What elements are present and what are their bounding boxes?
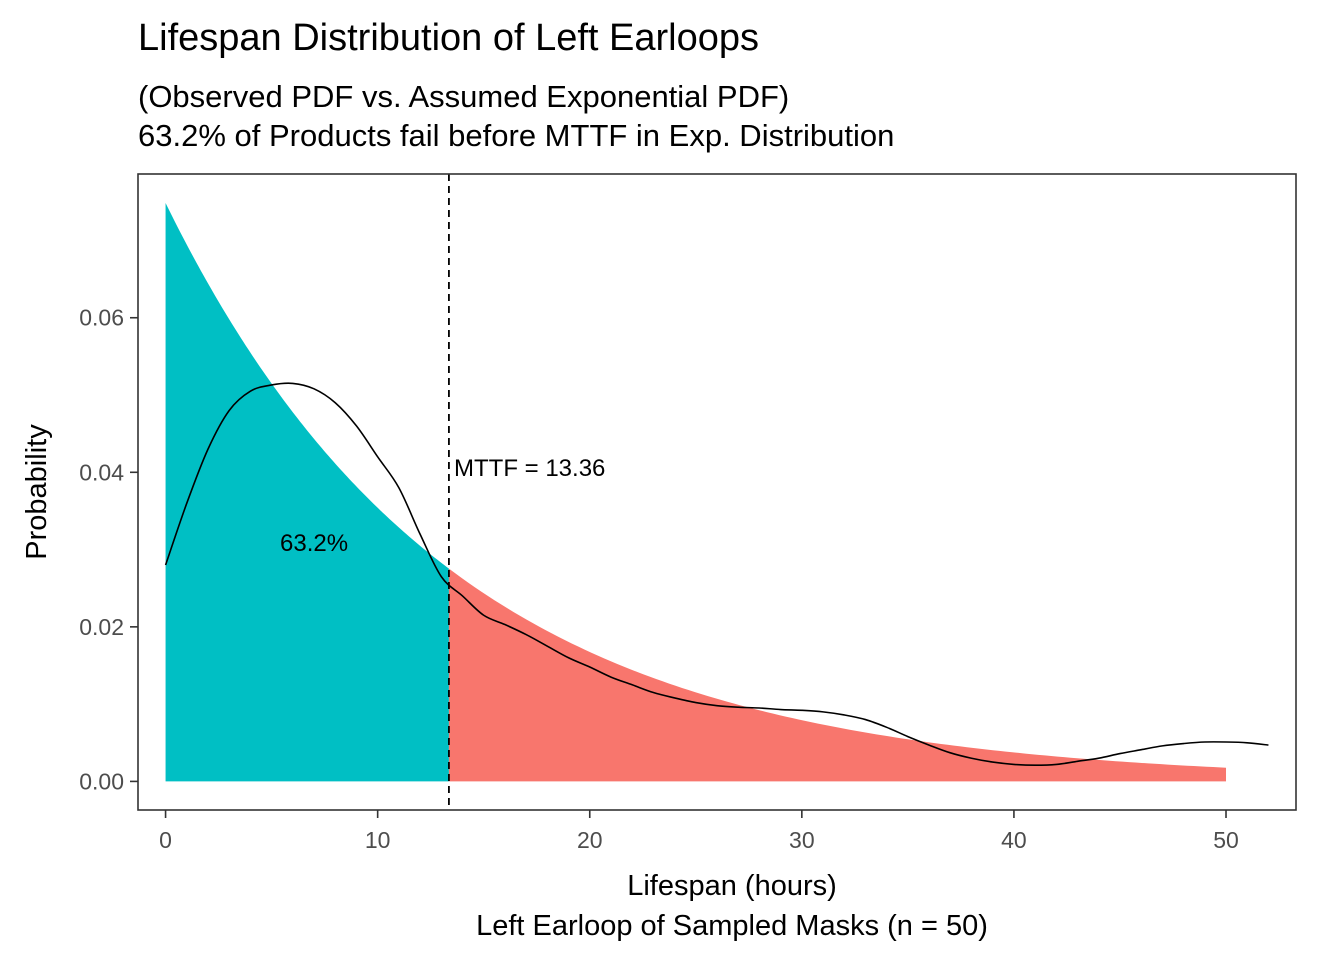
x-tick-label: 20: [577, 827, 603, 853]
y-axis: 0.00 0.02 0.04 0.06: [79, 305, 138, 794]
percent-label: 63.2%: [280, 530, 348, 557]
y-axis-title: Probability: [21, 424, 53, 560]
x-tick-label: 0: [159, 827, 172, 853]
x-axis-title-line-1: Lifespan (hours): [627, 870, 837, 902]
exp-pdf-area-before-mttf: [165, 202, 449, 782]
y-tick-label: 0.00: [79, 768, 124, 794]
x-tick-label: 30: [789, 827, 815, 853]
observed-density-line: [164, 382, 1269, 766]
x-tick-label: 50: [1213, 827, 1239, 853]
y-tick-label: 0.02: [79, 614, 124, 640]
chart-subtitle-line-1: (Observed PDF vs. Assumed Exponential PD…: [138, 79, 789, 114]
y-tick-label: 0.06: [79, 305, 124, 331]
panel-border: [137, 173, 1297, 811]
plot-area: MTTF = 13.36 63.2%: [164, 174, 1269, 810]
x-tick-label: 10: [365, 827, 391, 853]
exp-pdf-area-after-mttf: [448, 568, 1227, 782]
x-axis: 0 10 20 30 40 50: [159, 810, 1239, 853]
mttf-label: MTTF = 13.36: [454, 455, 605, 482]
chart-subtitle-line-2: 63.2% of Products fail before MTTF in Ex…: [138, 118, 894, 153]
x-tick-label: 40: [1001, 827, 1027, 853]
chart-title: Lifespan Distribution of Left Earloops: [138, 17, 759, 59]
y-tick-label: 0.04: [79, 459, 124, 485]
x-axis-title-line-2: Left Earloop of Sampled Masks (n = 50): [476, 910, 988, 942]
